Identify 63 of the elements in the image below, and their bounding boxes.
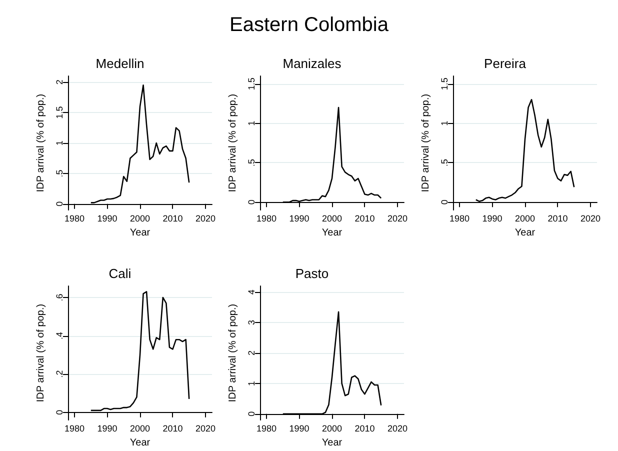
y-axis-title: IDP arrival (% of pop.) bbox=[36, 94, 46, 192]
y-tick-label: 1 bbox=[246, 120, 256, 126]
x-tick-label: 2000 bbox=[514, 214, 536, 224]
y-tick-label: .5 bbox=[440, 158, 450, 166]
x-tick-label: 2020 bbox=[195, 214, 216, 224]
y-tick-label: 0 bbox=[246, 411, 256, 416]
y-tick-label: .5 bbox=[54, 170, 64, 178]
x-tick-label: 1980 bbox=[256, 424, 277, 434]
x-tick-label: 2010 bbox=[548, 214, 568, 224]
x-tick-label: 2000 bbox=[322, 424, 342, 434]
x-tick-label: 2000 bbox=[322, 214, 342, 224]
x-tick-label: 2010 bbox=[354, 214, 375, 224]
x-tick-label: 2020 bbox=[580, 214, 600, 224]
y-axis-title: IDP arrival (% of pop.) bbox=[228, 94, 238, 192]
y-tick-label: .6 bbox=[54, 294, 64, 302]
y-axis-title: IDP arrival (% of pop.) bbox=[420, 94, 432, 192]
y-tick-label: .5 bbox=[246, 158, 256, 166]
y-tick-label: 0 bbox=[246, 200, 256, 205]
y-tick-label: .2 bbox=[54, 370, 64, 378]
x-axis-title: Year bbox=[130, 227, 151, 238]
x-tick-label: 1990 bbox=[482, 214, 502, 224]
y-tick-label: 1.5 bbox=[440, 78, 450, 90]
chart-title: Pereira bbox=[484, 56, 527, 71]
x-tick-label: 2020 bbox=[387, 214, 408, 224]
x-tick-label: 1980 bbox=[64, 424, 85, 434]
x-tick-label: 1980 bbox=[450, 214, 470, 224]
x-axis-title: Year bbox=[130, 437, 151, 448]
y-tick-label: 0 bbox=[440, 200, 450, 205]
chart-title: Pasto bbox=[295, 266, 329, 281]
x-tick-label: 1990 bbox=[289, 214, 310, 224]
y-tick-label: 1 bbox=[54, 140, 64, 146]
y-tick-label: 1.5 bbox=[54, 106, 64, 119]
y-tick-label: 3 bbox=[246, 320, 256, 326]
y-axis-title: IDP arrival (% of pop.) bbox=[36, 304, 46, 402]
x-tick-label: 1980 bbox=[256, 214, 277, 224]
x-tick-label: 2010 bbox=[162, 424, 183, 434]
y-tick-label: 1 bbox=[246, 380, 256, 386]
y-tick-label: 0 bbox=[54, 201, 64, 206]
x-tick-label: 2020 bbox=[387, 424, 408, 434]
x-axis-title: Year bbox=[322, 227, 343, 238]
chart-title: Medellin bbox=[96, 56, 144, 71]
x-tick-label: 1990 bbox=[289, 424, 310, 434]
chart-title: Cali bbox=[108, 266, 132, 281]
x-tick-label: 2000 bbox=[130, 214, 150, 224]
y-tick-label: 2 bbox=[246, 350, 256, 356]
y-axis-title: IDP arrival (% of pop.) bbox=[228, 304, 238, 402]
x-tick-label: 1980 bbox=[64, 214, 85, 224]
y-tick-label: 1 bbox=[440, 120, 450, 126]
x-tick-label: 2010 bbox=[162, 214, 183, 224]
x-tick-label: 2020 bbox=[195, 424, 216, 434]
y-tick-label: .4 bbox=[54, 332, 64, 340]
x-axis-title: Year bbox=[514, 227, 536, 238]
chart-title: Manizales bbox=[282, 56, 342, 71]
x-axis-title: Year bbox=[322, 437, 343, 448]
y-tick-label: 4 bbox=[246, 290, 256, 295]
x-tick-label: 2000 bbox=[130, 424, 150, 434]
y-tick-label: 0 bbox=[54, 410, 64, 415]
x-tick-label: 1990 bbox=[97, 214, 118, 224]
x-tick-label: 1990 bbox=[97, 424, 118, 434]
x-tick-label: 2010 bbox=[354, 424, 375, 434]
y-tick-label: 1.5 bbox=[246, 78, 256, 90]
y-tick-label: 2 bbox=[54, 80, 64, 85]
text: Eastern Colombia bbox=[228, 14, 390, 37]
